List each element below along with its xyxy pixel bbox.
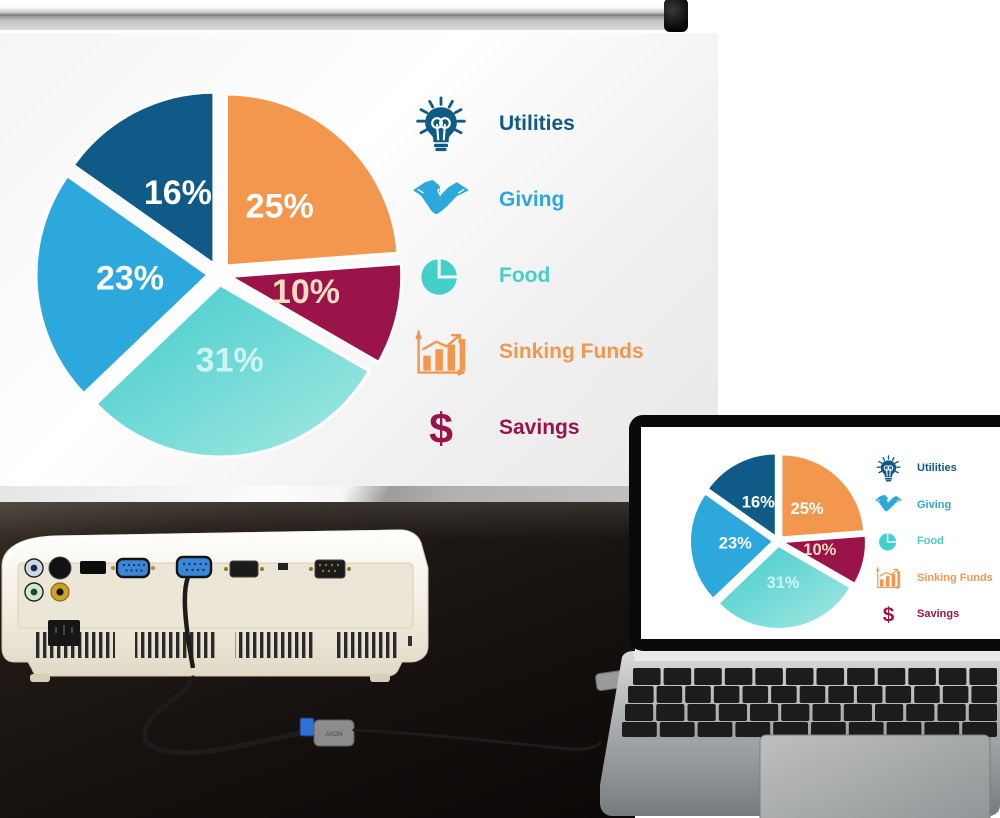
svg-text:16%: 16% (742, 493, 775, 511)
svg-text:25%: 25% (791, 500, 824, 518)
svg-text:10%: 10% (803, 541, 836, 559)
svg-text:23%: 23% (719, 535, 752, 553)
svg-text:31%: 31% (767, 574, 800, 592)
